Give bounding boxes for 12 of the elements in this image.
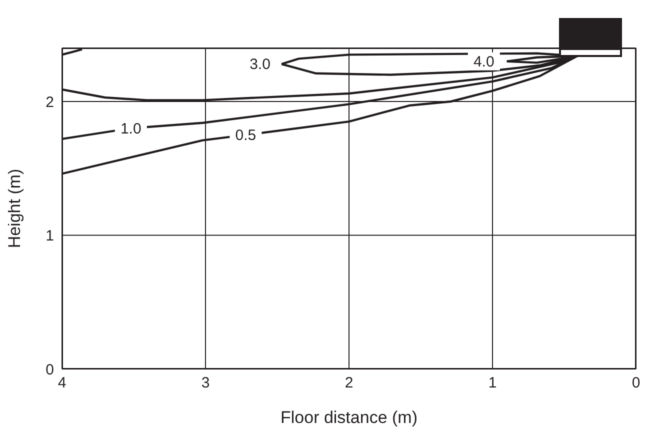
y-tick-label: 1 [46,228,54,245]
x-tick-label: 3 [201,374,210,392]
y-tick-label: 0 [46,361,54,378]
x-tick-label: 0 [632,374,640,392]
x-tick-label: 1 [488,374,497,392]
annotation: 4.0 [473,53,494,70]
annotation: 3.0 [250,56,270,74]
y-tick-label: 2 [46,94,54,111]
x-tick-label: 2 [344,374,354,392]
y-axis-title: Height (m) [5,168,24,248]
x-tick-label: 4 [58,374,66,392]
x-axis-title: Floor distance (m) [280,408,418,427]
